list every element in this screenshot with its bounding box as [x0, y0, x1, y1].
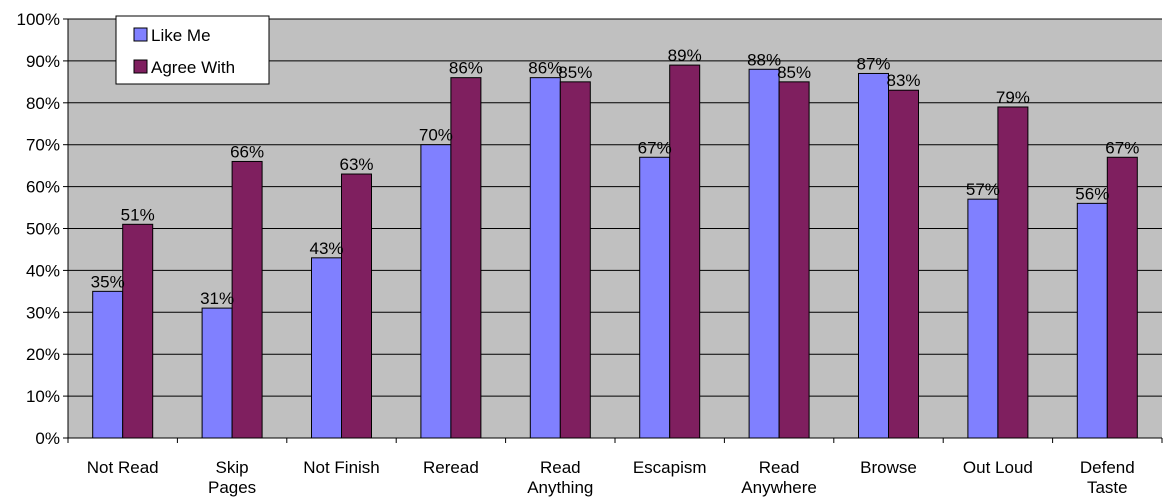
data-label: 57%: [966, 180, 1000, 199]
bar-agree-with: [341, 173, 372, 439]
data-label: 70%: [419, 126, 453, 145]
bar-like-me: [420, 144, 452, 439]
data-label: 66%: [230, 142, 264, 161]
data-label: 67%: [638, 138, 672, 157]
x-tick-label: Not Read: [87, 458, 159, 477]
data-label: 67%: [1105, 138, 1139, 157]
x-tick-label: Read: [759, 458, 800, 477]
y-tick-label: 60%: [26, 178, 60, 197]
y-tick-label: 30%: [26, 303, 60, 322]
data-label: 31%: [200, 289, 234, 308]
bar-agree-with: [450, 77, 482, 439]
x-tick-label: Out Loud: [963, 458, 1033, 477]
legend-swatch-agree-with: [133, 59, 148, 74]
x-tick-label: Defend: [1080, 458, 1135, 477]
x-tick-label: Escapism: [633, 458, 707, 477]
x-tick-label: Browse: [860, 458, 917, 477]
bar-like-me: [967, 198, 999, 439]
data-label: 88%: [747, 50, 781, 69]
y-tick-label: 50%: [26, 220, 60, 239]
bar-like-me: [639, 156, 671, 439]
x-tick-label: Skip: [216, 458, 249, 477]
bar-agree-with: [997, 106, 1029, 439]
x-tick-label: Pages: [208, 478, 256, 497]
bar-like-me: [529, 77, 561, 439]
bar-like-me: [1076, 202, 1108, 439]
x-tick-label: Not Finish: [303, 458, 380, 477]
y-tick-label: 0%: [35, 429, 60, 448]
bar-agree-with: [1106, 156, 1138, 439]
bar-like-me: [201, 307, 233, 439]
y-tick-label: 40%: [26, 261, 60, 280]
bars: [92, 64, 1138, 439]
y-tick-label: 100%: [17, 10, 60, 29]
data-label: 43%: [309, 239, 343, 258]
data-label: 89%: [668, 46, 702, 65]
legend-label-agree-with: Agree With: [151, 58, 235, 77]
y-tick-label: 80%: [26, 94, 60, 113]
legend-swatch-like-me: [133, 27, 148, 42]
y-tick-label: 20%: [26, 345, 60, 364]
x-tick-label: Anything: [527, 478, 593, 497]
y-tick-label: 70%: [26, 136, 60, 155]
data-label: 51%: [121, 205, 155, 224]
data-label: 86%: [449, 59, 483, 78]
data-label: 56%: [1075, 184, 1109, 203]
y-tick-label: 10%: [26, 387, 60, 406]
data-label: 85%: [558, 63, 592, 82]
bar-agree-with: [231, 160, 263, 439]
data-label: 83%: [886, 71, 920, 90]
bar-agree-with: [778, 81, 810, 439]
bar-like-me: [858, 72, 889, 439]
x-tick-label: Reread: [423, 458, 479, 477]
bar-agree-with: [559, 81, 591, 439]
bar-agree-with: [669, 64, 701, 439]
bar-agree-with: [888, 89, 919, 439]
y-axis-ticks: 0% 10% 20% 30% 40% 50% 60% 70% 80% 90% 100%: [17, 10, 68, 448]
data-labels: 35%51%31%66%43%63%70%86% 86%85%67%89% 88%8…: [91, 46, 1140, 308]
bar-like-me: [92, 290, 124, 439]
data-label: 35%: [91, 272, 125, 291]
bar-like-me: [748, 68, 780, 439]
data-label: 87%: [856, 54, 890, 73]
y-tick-label: 90%: [26, 52, 60, 71]
bar-agree-with: [122, 223, 154, 439]
x-tick-label: Anywhere: [741, 478, 817, 497]
legend: Like Me Agree With: [115, 15, 270, 85]
x-tick-label: Read: [540, 458, 581, 477]
data-label: 86%: [528, 59, 562, 78]
data-label: 79%: [996, 88, 1030, 107]
x-tick-label: Taste: [1087, 478, 1128, 497]
bar-like-me: [311, 257, 342, 439]
data-label: 85%: [777, 63, 811, 82]
legend-label-like-me: Like Me: [151, 26, 211, 45]
data-label: 63%: [339, 155, 373, 174]
